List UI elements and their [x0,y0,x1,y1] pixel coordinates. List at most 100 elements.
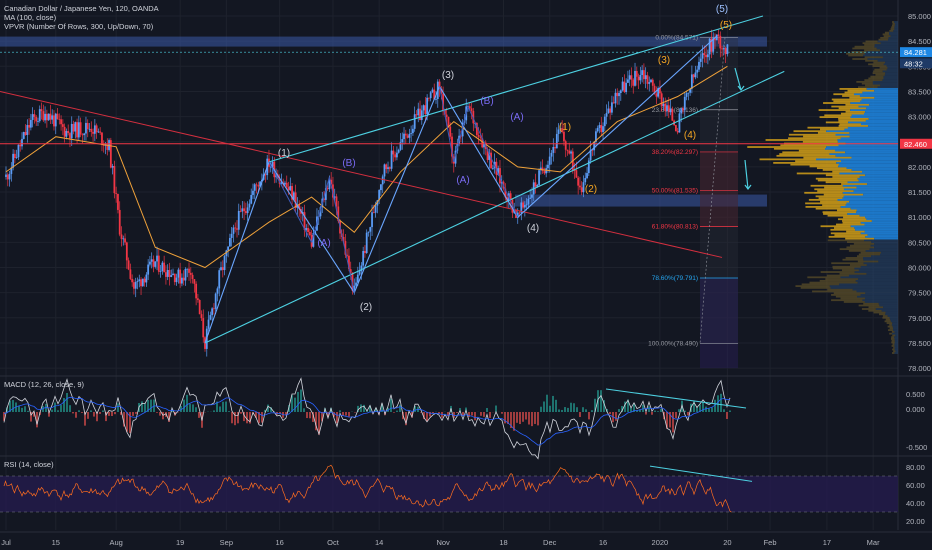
candle-body [433,89,436,100]
volume-bar-down [803,135,850,138]
candle-body [369,227,372,232]
volume-bar-down [870,75,884,78]
volume-bar-down [831,105,859,108]
candle-body [682,108,684,111]
volume-bar-down [892,334,896,337]
volume-bar-up [839,283,898,286]
volume-bar-up [853,190,898,192]
volume-bar-up [885,313,898,316]
volume-bar-up [860,100,898,103]
candle-body [461,122,464,137]
candle-body [35,116,38,122]
fib-level-label: 0.00%(84.571) [655,35,698,42]
candle-body [703,53,706,55]
candle-body [348,255,350,270]
volume-bar-up [858,278,898,280]
volume-bar-up [871,220,898,222]
macd-histogram-bar [558,409,560,412]
time-tick-label: Feb [764,538,777,547]
macd-histogram-bar [99,412,101,414]
volume-bar-up [844,128,898,131]
volume-bar-down [889,29,894,32]
legend-ma[interactable]: MA (100, close) [4,13,57,22]
candle-body [611,102,613,113]
macd-histogram-bar [564,407,566,412]
volume-bar-down [747,146,827,148]
candle-body [380,184,382,191]
volume-bar-down [809,281,858,284]
time-axis[interactable]: Jul 15 Aug 19 Sep 16 Oct 14 Nov 18 Dec 16 2020 20 Feb 1… [0,531,932,547]
volume-bar-down [865,40,878,43]
volume-bar-down [802,140,838,143]
price-axis[interactable]: 85.00084.50084.00083.50083.00082.50082.0… [900,12,932,526]
candle-body [639,74,642,81]
price-tick-label: 78.000 [908,364,931,373]
macd-histogram-bar [438,412,440,414]
volume-bar-up [864,301,898,303]
candle-body [356,274,359,283]
candle-body [10,167,13,174]
macd-histogram-bar [309,412,311,419]
volume-bar-down [849,244,871,247]
volume-bar-up [847,126,898,129]
macd-histogram-bar [30,412,32,422]
candle-body [90,128,93,132]
candle-body [477,134,480,137]
macd-histogram-bar [171,409,173,412]
volume-bar-down [793,130,827,133]
volume-bar-up [874,246,898,249]
macd-histogram-bar [336,412,338,424]
volume-bar-down [818,197,843,199]
macd-histogram-bar [354,412,356,413]
legend-macd[interactable]: MACD (12, 26, close, 9) [4,380,85,389]
volume-bar-up [890,318,898,321]
candle-body [685,93,688,97]
macd-histogram-bar [669,412,671,428]
macd-histogram-bar [468,412,470,417]
volume-bar-up [894,338,898,340]
candle-body [99,131,102,133]
candle-body [534,182,537,187]
macd-histogram-bar [711,407,713,412]
macd-histogram-bar [246,412,248,424]
rsi-divergence-line [649,465,753,482]
supply-zone [0,36,767,47]
macd-histogram-bar [24,406,26,412]
candle-body [303,212,306,230]
volume-bar-down [798,149,835,152]
macd-histogram-bar [342,412,344,416]
volume-bar-up [857,295,898,298]
macd-histogram-bar [84,412,86,426]
candle-body [193,279,196,284]
volume-bar-up [858,269,898,272]
price-tick-label: 83.000 [908,113,931,122]
candle-body [145,274,148,283]
candle-body [602,126,604,133]
volume-bar-up [895,334,898,337]
legend-vpvr[interactable]: VPVR (Number Of Rows, 300, Up/Down, 70) [4,22,154,31]
volume-bar-up [894,22,898,25]
macd-histogram-bar [228,411,230,412]
candle-body [49,113,52,120]
volume-bar-up [829,285,898,288]
candle-body [490,152,492,169]
macd-histogram-bar [516,412,518,423]
candle-body [191,274,194,280]
candle-body [568,150,571,154]
legend-instrument[interactable]: Canadian Dollar / Japanese Yen, 120, OAN… [4,4,159,13]
macd-histogram-bar [522,412,524,422]
candle-body [687,92,690,94]
candle-body [166,269,169,277]
volume-bar-up [866,107,898,110]
macd-histogram-bar [144,403,146,412]
macd-histogram-bar [672,412,674,433]
legend-rsi[interactable]: RSI (14, close) [4,460,54,469]
candle-body [481,137,484,148]
candle-body [609,108,612,113]
candle-body [401,139,404,143]
candle-body [328,179,331,190]
volume-bar-down [837,218,867,221]
macd-histogram-bar [66,393,68,412]
volume-bar-up [864,297,898,300]
macd-signal-line [3,396,731,446]
